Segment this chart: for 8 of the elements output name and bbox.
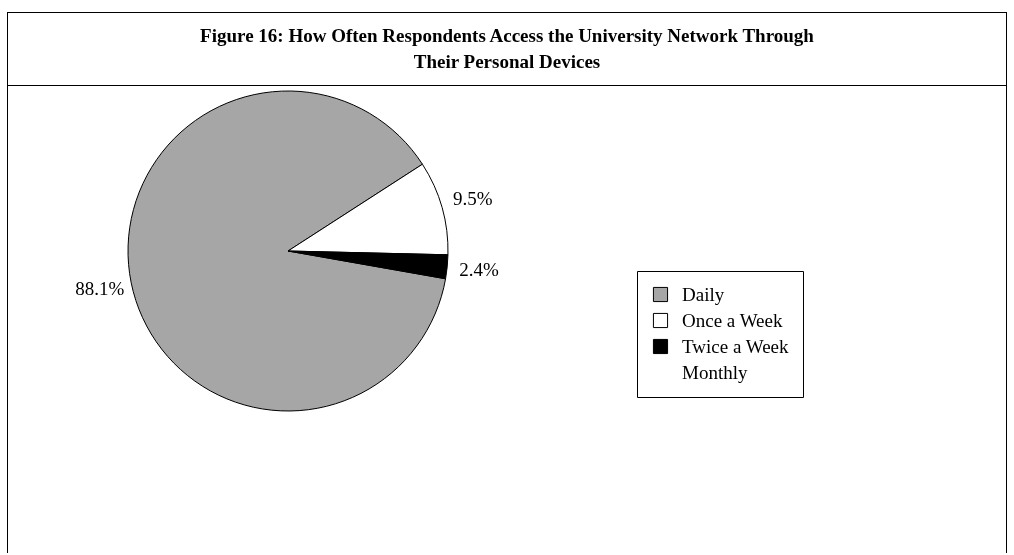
data-label: 2.4% xyxy=(459,259,500,280)
legend-label: Once a Week xyxy=(682,309,783,331)
category-label: Monthly xyxy=(682,361,748,383)
chart-title: Figure 16: How Often Respondents Access the University Network Through Their Personal Devices xyxy=(8,13,1006,86)
data-label: 88.1% xyxy=(75,278,125,300)
legend-label: Twice a Week xyxy=(682,335,790,357)
legend-label: Daily xyxy=(682,283,725,305)
data-label: 9.5% xyxy=(453,187,493,209)
